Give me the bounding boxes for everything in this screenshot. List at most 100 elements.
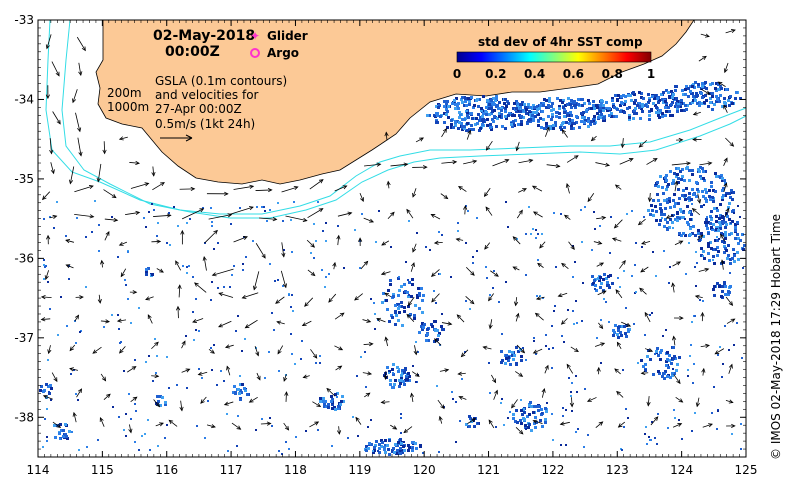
sst-pixel — [454, 103, 457, 106]
velocity-arrow — [620, 138, 625, 149]
sst-pixel — [519, 348, 522, 351]
sst-pixel — [617, 336, 620, 339]
sst-pixel — [730, 222, 732, 224]
sst-pixel — [65, 235, 67, 237]
sst-pixel — [669, 206, 672, 209]
sst-pixel — [724, 293, 727, 296]
velocity-arrow — [720, 259, 725, 270]
velocity-arrow — [241, 292, 259, 299]
sst-pixel — [417, 287, 420, 290]
sst-pixel — [436, 385, 438, 387]
sst-pixel — [75, 342, 77, 344]
sst-pixel — [271, 312, 273, 314]
sst-pixel — [719, 214, 722, 217]
sst-pixel — [695, 251, 697, 253]
velocity-arrow — [439, 368, 450, 373]
sst-pixel — [367, 447, 370, 450]
sst-pixel — [560, 124, 563, 127]
sst-pixel — [519, 110, 522, 113]
sst-pixel — [436, 114, 439, 117]
velocity-arrow — [386, 180, 391, 189]
velocity-arrow — [337, 211, 353, 217]
sst-pixel — [186, 222, 188, 224]
sst-pixel — [640, 107, 643, 110]
sst-pixel — [562, 99, 565, 102]
velocity-arrow — [156, 268, 164, 273]
sst-pixel — [71, 431, 73, 433]
sst-pixel — [391, 368, 394, 371]
sst-pixel — [660, 349, 663, 352]
sst-pixel — [570, 99, 573, 102]
sst-pixel — [492, 97, 495, 100]
sst-pixel — [568, 122, 571, 125]
sst-pixel — [111, 216, 113, 218]
sst-pixel — [712, 248, 715, 251]
sst-pixel — [526, 122, 529, 125]
sst-pixel — [729, 272, 731, 274]
sst-pixel — [522, 417, 525, 420]
sst-pixel — [370, 443, 373, 446]
sst-pixel — [613, 331, 616, 334]
sst-pixel — [470, 112, 473, 115]
sst-pixel — [581, 116, 584, 119]
sst-pixel — [624, 100, 627, 103]
sst-pixel — [44, 418, 46, 420]
sst-pixel — [573, 104, 576, 107]
sst-pixel — [670, 362, 673, 365]
sst-pixel — [255, 429, 257, 431]
sst-pixel — [721, 376, 723, 378]
sst-pixel — [633, 109, 636, 112]
velocity-arrow — [671, 161, 691, 166]
sst-pixel — [687, 95, 690, 98]
sst-pixel — [233, 265, 235, 267]
sst-pixel — [396, 444, 399, 447]
sst-pixel — [490, 99, 493, 102]
sst-pixel — [737, 205, 739, 207]
sst-pixel — [709, 222, 712, 225]
sst-pixel — [149, 449, 151, 451]
sst-pixel — [694, 315, 696, 317]
velocity-arrow — [116, 318, 127, 323]
velocity-arrow — [50, 162, 55, 175]
sst-pixel — [581, 320, 583, 322]
sst-pixel — [723, 245, 726, 248]
sst-pixel — [648, 97, 651, 100]
sst-pixel — [712, 288, 715, 291]
velocity-arrow — [52, 111, 61, 125]
sst-pixel — [525, 233, 527, 235]
sst-pixel — [617, 277, 619, 279]
sst-pixel — [202, 207, 204, 209]
sst-pixel — [399, 447, 402, 450]
sst-pixel — [665, 329, 667, 331]
velocity-arrow — [355, 416, 362, 425]
sst-pixel — [403, 310, 406, 313]
sst-pixel — [587, 99, 590, 102]
sst-pixel — [667, 106, 670, 109]
sst-pixel — [256, 206, 258, 208]
sst-pixel — [451, 102, 454, 105]
sst-pixel — [356, 375, 358, 377]
sst-pixel — [542, 297, 544, 299]
sst-pixel — [640, 96, 643, 99]
sst-pixel — [697, 232, 700, 235]
sst-pixel — [674, 357, 677, 360]
sst-pixel — [447, 116, 450, 119]
sst-pixel — [147, 419, 149, 421]
sst-pixel — [563, 108, 566, 111]
sst-pixel — [56, 201, 58, 203]
sst-pixel — [239, 207, 241, 209]
sst-pixel — [293, 201, 295, 203]
sst-pixel — [97, 439, 99, 441]
x-tick-label: 125 — [735, 463, 758, 477]
sst-pixel — [620, 325, 623, 328]
sst-pixel — [715, 95, 718, 98]
sst-pixel — [239, 375, 241, 377]
sst-pixel — [392, 373, 395, 376]
sst-pixel — [726, 215, 729, 218]
sst-pixel — [686, 104, 689, 107]
sst-pixel — [504, 98, 507, 101]
sst-pixel — [721, 179, 724, 182]
sst-pixel — [657, 114, 660, 117]
sst-pixel — [394, 311, 397, 314]
sst-pixel — [173, 206, 175, 208]
